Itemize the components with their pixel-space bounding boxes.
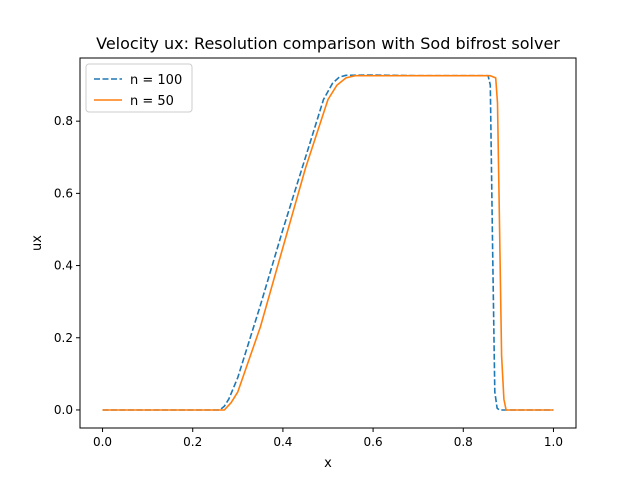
x-tick-label: 1.0 xyxy=(544,435,563,449)
x-tick-label: 0.4 xyxy=(273,435,292,449)
chart-title: Velocity ux: Resolution comparison with … xyxy=(96,34,560,53)
x-tick-label: 0.6 xyxy=(364,435,383,449)
y-axis-label: ux xyxy=(30,235,45,251)
x-tick-label: 0.2 xyxy=(183,435,202,449)
y-axis-ticks: 0.0 0.2 0.4 0.6 0.8 xyxy=(54,114,80,417)
y-tick-label: 0.8 xyxy=(54,114,73,128)
x-tick-label: 0.8 xyxy=(454,435,473,449)
y-tick-label: 0.0 xyxy=(54,403,73,417)
x-axis-ticks: 0.0 0.2 0.4 0.6 0.8 1.0 xyxy=(93,428,563,449)
y-tick-label: 0.4 xyxy=(54,259,73,273)
x-tick-label: 0.0 xyxy=(93,435,112,449)
y-tick-label: 0.2 xyxy=(54,331,73,345)
legend: n = 100 n = 50 xyxy=(85,63,193,113)
y-tick-label: 0.6 xyxy=(54,186,73,200)
series-line-1 xyxy=(102,74,554,411)
plot-area xyxy=(79,57,577,429)
series-line-2 xyxy=(102,74,554,411)
legend-label-2: n = 50 xyxy=(130,94,174,109)
legend-label-1: n = 100 xyxy=(130,73,182,88)
series-layer xyxy=(102,74,554,411)
x-axis-label: x xyxy=(324,456,332,471)
axes-frame xyxy=(79,57,577,429)
